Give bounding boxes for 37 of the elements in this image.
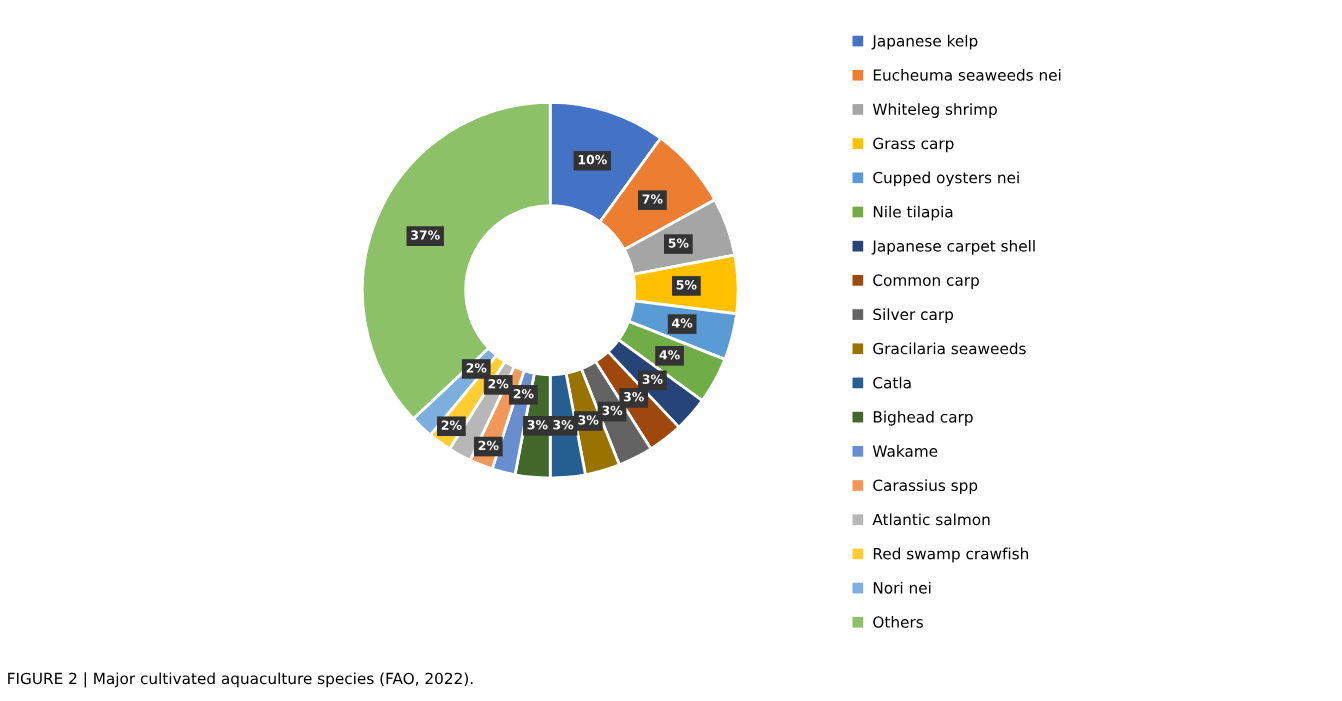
data-label: 2%	[441, 420, 462, 430]
data-label: 4%	[672, 318, 693, 328]
data-label: 3%	[623, 392, 644, 402]
data-label: 2%	[513, 389, 534, 399]
data-label: 2%	[466, 363, 487, 373]
data-label: 5%	[668, 238, 689, 248]
legend-label: Carassius spp	[873, 479, 978, 495]
legend-label: Japanese kelp	[871, 34, 978, 50]
legend-label: Grass carp	[873, 137, 954, 153]
legend-label: Silver carp	[873, 308, 954, 324]
data-label: 2%	[488, 379, 509, 389]
legend-label: Eucheuma seaweeds nei	[873, 68, 1061, 81]
legend-label: Common carp	[873, 274, 979, 289]
legend-label: Cupped oysters nei	[873, 171, 1019, 187]
caption: FIGURE 2 | Major cultivated aquaculture species (FAO, 2022).	[8, 672, 473, 688]
data-label: 3%	[553, 419, 574, 430]
data-label: 3%	[578, 415, 599, 425]
legend-label: Wakame	[872, 445, 938, 457]
legend-label: Nile tilapia	[873, 205, 953, 221]
legend-label: Japanese carpet shell	[871, 239, 1035, 255]
legend-label: Others	[873, 615, 923, 628]
legend-label: Red swamp crawfish	[873, 547, 1028, 563]
legend-label: Whiteleg shrimp	[872, 103, 997, 118]
data-label: 3%	[602, 405, 623, 416]
data-label: 7%	[642, 194, 663, 204]
data-label: 5%	[676, 280, 697, 290]
legend-label: Bighead carp	[873, 410, 973, 426]
legend-label: Catla	[873, 376, 911, 389]
legend-label: Atlantic salmon	[872, 513, 990, 526]
data-label: 3%	[642, 374, 663, 384]
data-label: 4%	[659, 350, 680, 360]
data-label: 3%	[527, 419, 548, 430]
data-label: 37%	[411, 230, 440, 240]
data-label: 2%	[478, 440, 499, 451]
data-label: 10%	[578, 154, 607, 165]
legend-label: Nori nei	[873, 581, 931, 594]
legend-label: Gracilaria seaweeds	[873, 342, 1026, 355]
